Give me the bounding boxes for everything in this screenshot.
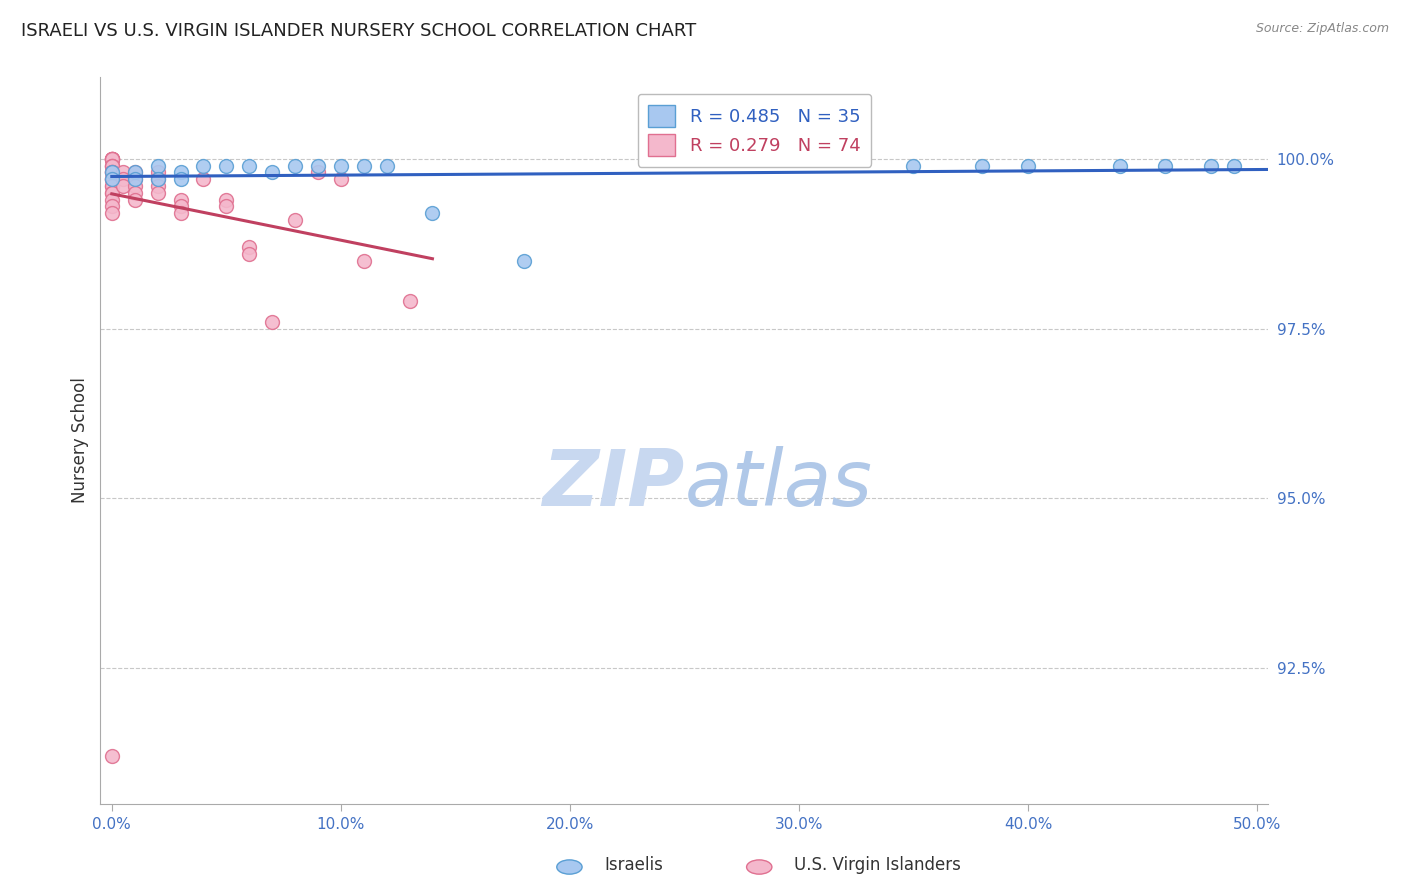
Point — [398, 294, 420, 309]
Point — [112, 165, 135, 179]
Point — [124, 193, 146, 207]
Point — [124, 165, 146, 179]
Point — [101, 199, 124, 213]
Point — [101, 172, 124, 186]
Text: Source: ZipAtlas.com: Source: ZipAtlas.com — [1256, 22, 1389, 36]
Point — [101, 152, 124, 166]
Point — [284, 213, 307, 227]
Point — [329, 159, 352, 173]
Point — [353, 253, 375, 268]
Point — [146, 172, 169, 186]
Point — [101, 165, 124, 179]
Text: ZIP: ZIP — [543, 446, 685, 522]
Point — [1199, 159, 1222, 173]
Point — [1154, 159, 1177, 173]
Point — [124, 172, 146, 186]
Point — [101, 749, 124, 764]
Point — [1108, 159, 1130, 173]
Y-axis label: Nursery School: Nursery School — [72, 377, 89, 503]
Point — [101, 206, 124, 220]
Point — [112, 179, 135, 194]
Point — [903, 159, 925, 173]
Point — [262, 315, 284, 329]
Text: Israelis: Israelis — [605, 855, 664, 873]
Point — [169, 165, 191, 179]
Point — [101, 152, 124, 166]
Point — [124, 172, 146, 186]
Text: ISRAELI VS U.S. VIRGIN ISLANDER NURSERY SCHOOL CORRELATION CHART: ISRAELI VS U.S. VIRGIN ISLANDER NURSERY … — [21, 22, 696, 40]
Point — [146, 179, 169, 194]
Text: U.S. Virgin Islanders: U.S. Virgin Islanders — [794, 855, 962, 873]
Point — [972, 159, 994, 173]
Point — [101, 172, 124, 186]
Point — [238, 159, 260, 173]
Point — [238, 240, 260, 254]
Point — [169, 172, 191, 186]
Point — [101, 152, 124, 166]
Point — [146, 165, 169, 179]
Point — [112, 172, 135, 186]
Point — [124, 165, 146, 179]
Point — [329, 172, 352, 186]
Legend: R = 0.485   N = 35, R = 0.279   N = 74: R = 0.485 N = 35, R = 0.279 N = 74 — [637, 94, 872, 167]
Point — [101, 165, 124, 179]
Point — [422, 206, 444, 220]
Point — [146, 159, 169, 173]
Point — [101, 159, 124, 173]
Point — [1223, 159, 1246, 173]
Point — [101, 186, 124, 200]
Point — [101, 172, 124, 186]
Point — [124, 179, 146, 194]
Point — [101, 165, 124, 179]
Point — [101, 179, 124, 194]
Point — [284, 159, 307, 173]
Point — [238, 247, 260, 261]
Point — [513, 253, 536, 268]
Point — [193, 159, 215, 173]
Point — [101, 159, 124, 173]
Point — [101, 152, 124, 166]
Point — [1017, 159, 1039, 173]
Point — [146, 172, 169, 186]
Point — [353, 159, 375, 173]
Point — [262, 165, 284, 179]
Point — [215, 199, 238, 213]
Point — [193, 172, 215, 186]
Point — [375, 159, 398, 173]
Point — [101, 193, 124, 207]
Point — [101, 159, 124, 173]
Text: atlas: atlas — [685, 446, 872, 522]
Point — [146, 186, 169, 200]
Point — [101, 152, 124, 166]
Point — [101, 186, 124, 200]
Point — [101, 179, 124, 194]
Point — [169, 199, 191, 213]
Point — [215, 159, 238, 173]
Point — [124, 186, 146, 200]
Point — [307, 165, 329, 179]
Point — [215, 193, 238, 207]
Point — [101, 165, 124, 179]
Point — [307, 159, 329, 173]
Point — [101, 172, 124, 186]
Point — [169, 206, 191, 220]
Point — [101, 152, 124, 166]
Point — [169, 193, 191, 207]
